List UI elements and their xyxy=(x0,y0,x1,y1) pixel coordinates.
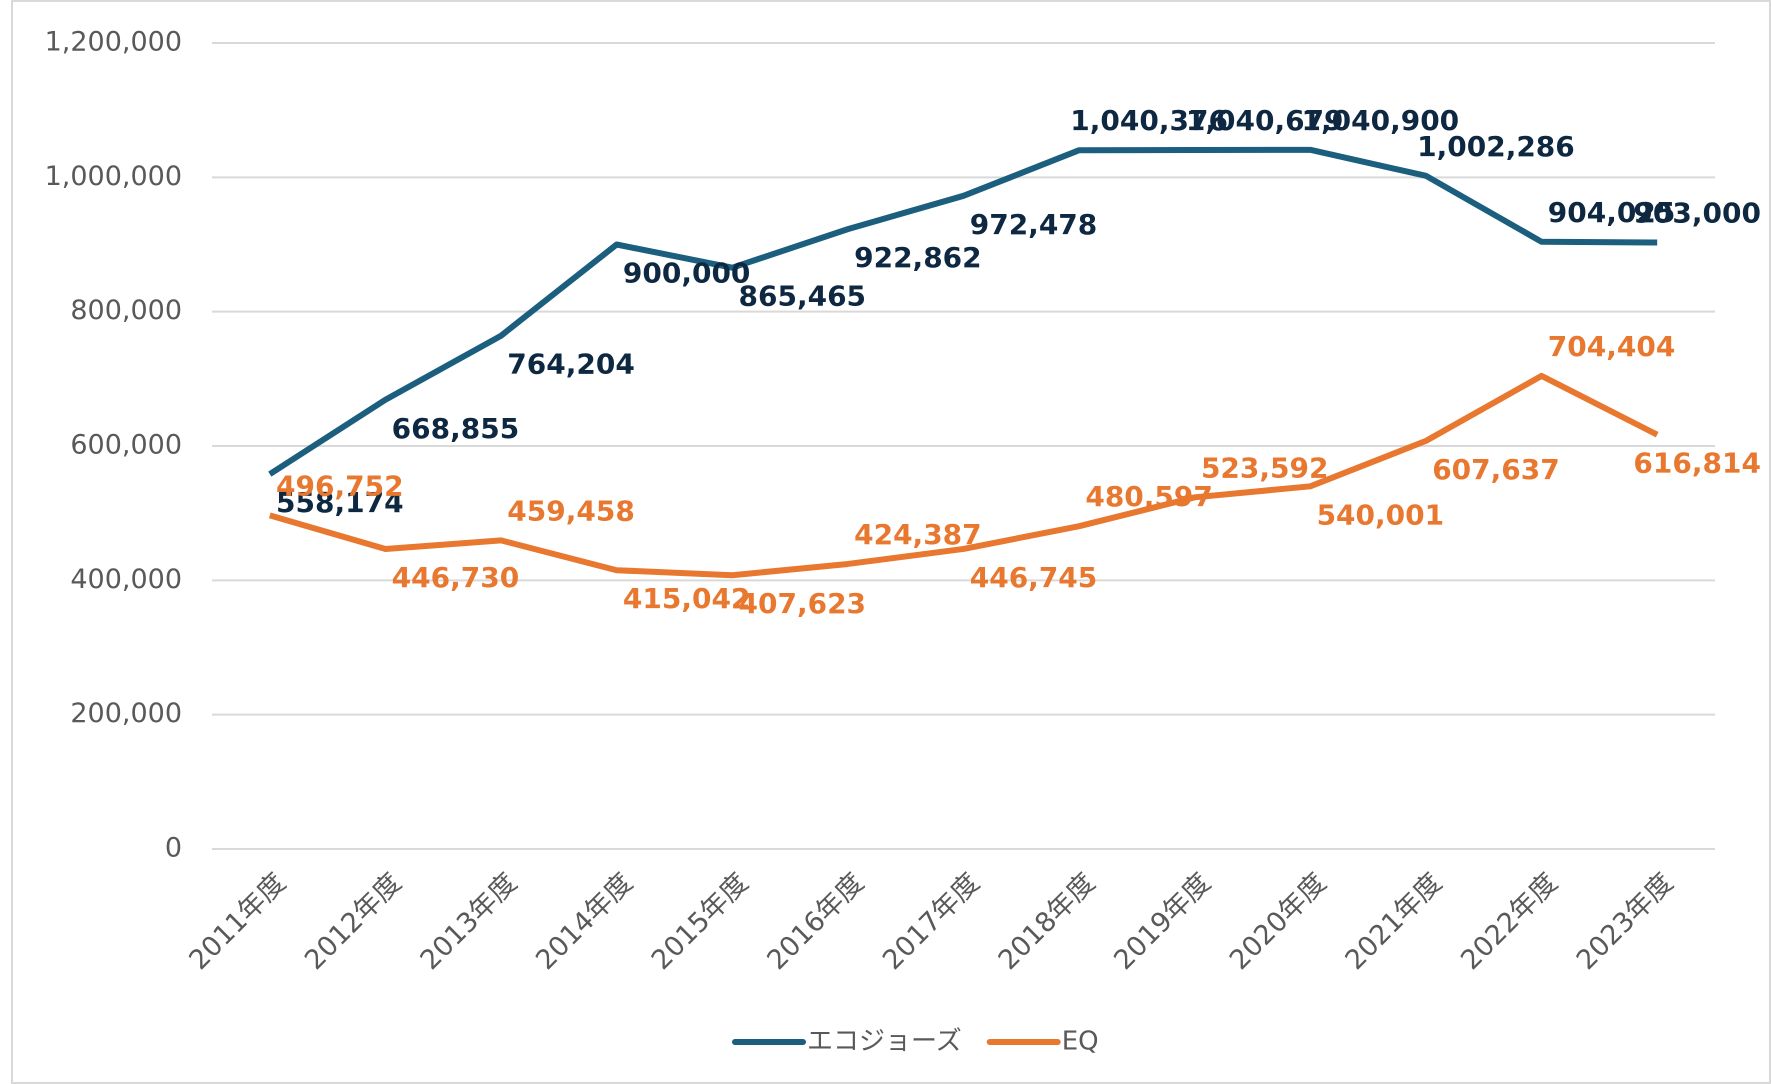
data-label: 407,623 xyxy=(739,587,867,620)
y-tick-label: 200,000 xyxy=(70,698,182,729)
series-line xyxy=(268,372,1659,579)
data-label: 764,204 xyxy=(507,348,635,381)
data-label: 607,637 xyxy=(1432,453,1560,486)
data-label: 904,025 xyxy=(1548,196,1676,229)
y-tick-label: 1,000,000 xyxy=(45,161,182,192)
data-label: 900,000 xyxy=(623,257,751,290)
data-label: 540,001 xyxy=(1317,498,1445,531)
data-label: 903,000 xyxy=(1633,196,1761,229)
chart-frame xyxy=(11,0,1771,1084)
data-label: 424,387 xyxy=(854,518,982,551)
data-label: 616,814 xyxy=(1633,447,1761,480)
data-label: 558,174 xyxy=(276,486,404,519)
data-label: 1,040,679 xyxy=(1186,104,1344,137)
series-line xyxy=(268,146,1658,477)
y-tick-label: 400,000 xyxy=(70,564,182,595)
y-tick-label: 800,000 xyxy=(70,295,182,326)
data-label: 446,745 xyxy=(970,561,1098,594)
data-label: 496,752 xyxy=(276,469,404,502)
data-label: 1,040,376 xyxy=(1070,104,1228,137)
data-label: 922,862 xyxy=(854,241,982,274)
data-label: 865,465 xyxy=(739,280,867,313)
data-label: 1,002,286 xyxy=(1417,130,1575,163)
y-tick-label: 0 xyxy=(165,833,182,864)
y-tick-label: 600,000 xyxy=(70,430,182,461)
legend-label: エコジョーズ xyxy=(807,1027,962,1057)
data-label: 1,040,900 xyxy=(1302,104,1460,137)
data-label: 459,458 xyxy=(507,494,635,527)
legend-label: EQ xyxy=(1062,1027,1099,1057)
data-label: 480,597 xyxy=(1085,480,1213,513)
data-label: 523,592 xyxy=(1201,451,1329,484)
data-label: 704,404 xyxy=(1548,330,1676,363)
y-tick-label: 1,200,000 xyxy=(45,27,182,58)
data-label: 972,478 xyxy=(970,208,1098,241)
data-label: 446,730 xyxy=(392,561,520,594)
data-label: 415,042 xyxy=(623,582,751,615)
data-label: 668,855 xyxy=(392,412,520,445)
